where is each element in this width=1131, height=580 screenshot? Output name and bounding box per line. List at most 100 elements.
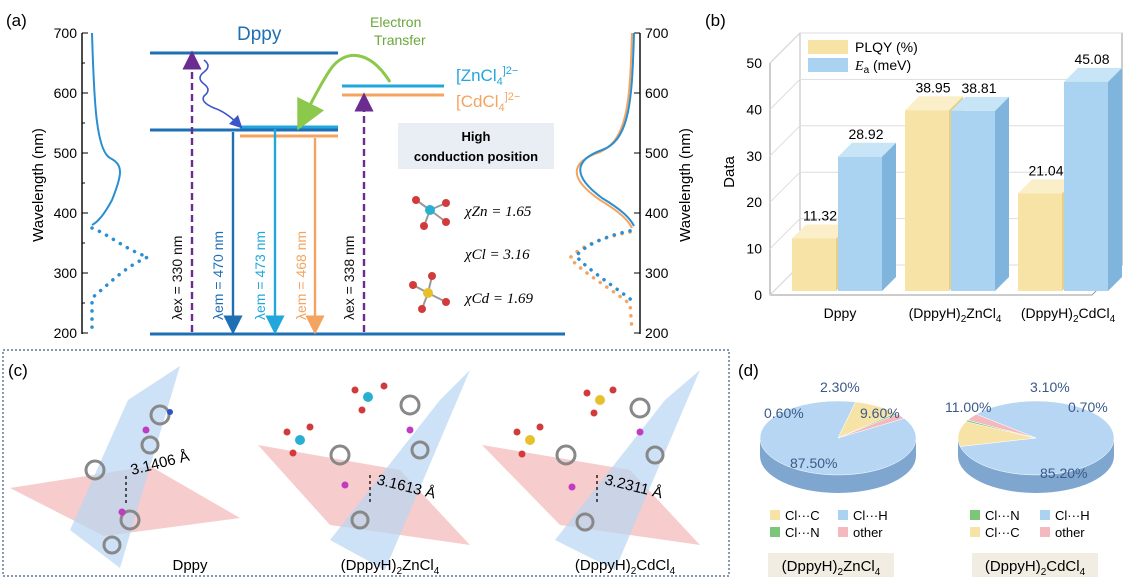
p-atom	[636, 428, 644, 436]
b-ytick-label: 50	[746, 55, 762, 71]
cd-structure: 3.2311 Å	[482, 370, 700, 570]
b-ytick-label: 40	[746, 101, 762, 117]
b-ytick-label: 10	[746, 241, 762, 257]
excitation-spectrum-zn	[573, 228, 636, 304]
b-category-label: (DppyH)2ZnCl4	[909, 305, 1002, 325]
electron-transfer-label: Transfer	[374, 32, 426, 48]
bar-top	[905, 96, 963, 111]
legend-swatch-ea	[808, 58, 848, 72]
bar	[951, 110, 995, 291]
ring	[149, 404, 171, 426]
ring	[102, 535, 122, 555]
tick-label: 300	[54, 265, 78, 281]
bar-value-label: 38.81	[961, 80, 996, 96]
cl-atom	[518, 450, 526, 458]
high-conduction-box	[398, 123, 554, 169]
bar	[1018, 193, 1062, 291]
b-gridline	[769, 79, 801, 110]
cl-atom	[380, 382, 388, 390]
panel-a-label: (a)	[6, 11, 27, 30]
emission-spectrum-zn	[579, 32, 635, 227]
bar-top	[1018, 179, 1076, 194]
cl-atom	[536, 423, 544, 431]
cl-atom	[306, 423, 314, 431]
tick-label: 500	[645, 145, 669, 161]
cl-atom	[289, 449, 297, 457]
em-468-label: λem = 468 nm	[293, 231, 309, 320]
ring	[629, 397, 651, 419]
tick-label: 200	[645, 325, 669, 341]
pie1-pct-clc: 9.60%	[860, 405, 900, 421]
bar-side	[882, 142, 896, 291]
pie-cd	[957, 400, 1115, 493]
zn-structure: 3.1613 Å	[258, 370, 470, 570]
chi-cd-label: χCd = 1.69	[463, 291, 533, 307]
b-ylabel: Data	[721, 156, 738, 188]
legend-item: Cl···H	[853, 508, 888, 523]
electron-transfer-arrow	[297, 54, 392, 131]
bar-value-label: 28.92	[848, 126, 883, 142]
caption-cd: (DppyH)2CdCl4	[575, 557, 676, 577]
legend-item: Cl···N	[785, 525, 820, 540]
right-tick-labels: 700 600 500 400 300 200	[645, 25, 669, 341]
left-axis-ticks	[82, 32, 88, 334]
chi-zn-label: χZn = 1.65	[463, 204, 532, 220]
pie1-pct-cln: 0.60%	[764, 405, 804, 421]
left-axis-title: Wavelength (nm)	[30, 128, 47, 242]
ring	[329, 444, 351, 466]
cd-atom	[595, 395, 605, 405]
legend-swatch-plqy	[808, 40, 848, 54]
p-atom	[406, 426, 414, 434]
bar	[1064, 81, 1108, 291]
pie-side	[958, 438, 1114, 493]
zn-atom	[295, 435, 305, 445]
bar-top	[838, 142, 896, 157]
bar-value-label: 11.32	[803, 207, 837, 223]
tick-label: 700	[645, 25, 669, 41]
relaxation-arrow	[199, 59, 243, 129]
legend-item: Cl···C	[785, 508, 820, 523]
n-atom	[167, 409, 173, 415]
ring	[399, 394, 421, 416]
bar-side	[1108, 67, 1122, 291]
b-gridline	[769, 218, 801, 249]
bar-value-label: 38.95	[915, 79, 950, 95]
pie-slice	[837, 413, 905, 439]
excitation-spectrum-left	[90, 226, 154, 332]
emission-spectrum-left	[91, 32, 121, 226]
b-value-labels: 11.32 38.95 21.04 28.92 38.81 45.08	[803, 51, 1110, 224]
legend-item: Cl···N	[985, 508, 1020, 523]
pie1-caption: (DppyH)2ZnCl4	[782, 558, 881, 578]
tick-label: 600	[54, 85, 78, 101]
panel-c-label: (c)	[8, 361, 28, 380]
bar	[792, 238, 836, 291]
em-470-label: λem = 470 nm	[210, 231, 226, 320]
panel-c: (c) 3.1406 Å	[2, 349, 730, 577]
caption-zn: (DppyH)2ZnCl4	[341, 557, 440, 577]
ring	[350, 510, 370, 530]
pie-slice	[967, 413, 1037, 439]
emission-spectrum-cd	[575, 32, 633, 229]
red-plane	[258, 445, 470, 545]
pie1-pct-other: 2.30%	[820, 379, 860, 395]
ring	[119, 509, 141, 531]
b-category-label: Dppy	[824, 305, 857, 321]
bar-top	[792, 224, 850, 239]
cdcl4-molecule-icon	[409, 272, 450, 313]
pie-side	[760, 438, 916, 493]
bar-value-label: 45.08	[1074, 51, 1109, 67]
ring	[410, 440, 430, 460]
legend-plqy: PLQY (%)	[855, 39, 918, 55]
caption-box-zn	[768, 553, 894, 577]
b-ytick-label: 30	[746, 148, 762, 164]
electron-transfer-label: Electron	[370, 14, 421, 30]
pie2-pct-clh: 85.20%	[1040, 465, 1087, 481]
tick-label: 400	[54, 205, 78, 221]
cl-atom	[513, 428, 521, 436]
bar-value-label: 21.04	[1028, 162, 1063, 178]
panel-b-label: (b)	[705, 11, 726, 30]
bar-top	[1064, 67, 1122, 82]
pie2-legend: Cl···N Cl···H Cl···C other	[970, 508, 1090, 540]
pie-zn	[759, 400, 917, 493]
tick-label: 300	[645, 265, 669, 281]
